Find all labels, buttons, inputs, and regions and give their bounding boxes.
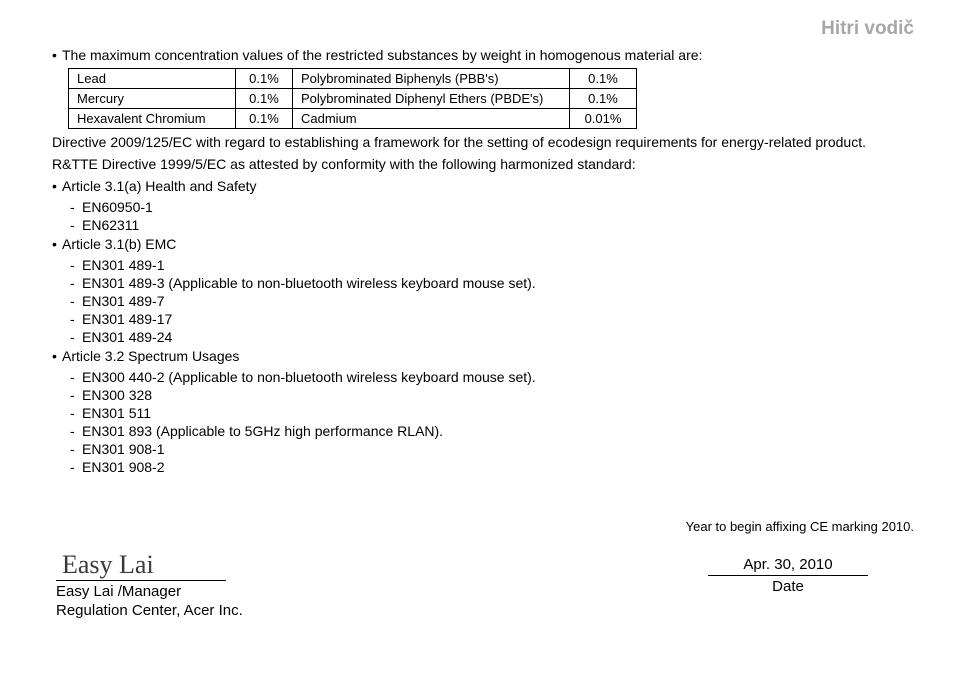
cell-name: Lead <box>69 69 236 89</box>
substances-table: Lead 0.1% Polybrominated Biphenyls (PBB'… <box>68 68 637 129</box>
signature-line <box>56 580 226 581</box>
cell-value: 0.1% <box>236 89 293 109</box>
standard-item: EN62311 <box>82 217 914 233</box>
cell-name: Hexavalent Chromium <box>69 109 236 129</box>
signature-script: Easy Lai <box>56 552 456 578</box>
section-title: Article 3.1(b) EMC <box>62 235 914 253</box>
paragraph-rtte-directive: R&TTE Directive 1999/5/EC as attested by… <box>52 155 914 173</box>
cell-name: Polybrominated Diphenyl Ethers (PBDE's) <box>293 89 570 109</box>
table-row: Mercury 0.1% Polybrominated Diphenyl Eth… <box>69 89 637 109</box>
intro-bullet-text: The maximum concentration values of the … <box>62 46 914 64</box>
paragraph-directive-2009: Directive 2009/125/EC with regard to est… <box>52 133 914 151</box>
bullet-icon: • <box>52 46 62 64</box>
signatory-name: Easy Lai /Manager <box>56 583 456 600</box>
signatory-org: Regulation Center, Acer Inc. <box>56 602 456 619</box>
dash-icon: - <box>70 387 82 403</box>
cell-value: 0.1% <box>570 89 637 109</box>
cell-value: 0.1% <box>236 69 293 89</box>
standard-item: EN300 440-2 (Applicable to non-bluetooth… <box>82 369 914 385</box>
table-row: Hexavalent Chromium 0.1% Cadmium 0.01% <box>69 109 637 129</box>
dash-icon: - <box>70 257 82 273</box>
standard-item: EN301 489-3 (Applicable to non-bluetooth… <box>82 275 914 291</box>
signature-block: Easy Lai Easy Lai /Manager Regulation Ce… <box>56 552 456 619</box>
cell-name: Cadmium <box>293 109 570 129</box>
standard-item: EN300 328 <box>82 387 914 403</box>
cell-value: 0.1% <box>236 109 293 129</box>
date-line <box>708 575 868 576</box>
cell-value: 0.01% <box>570 109 637 129</box>
dash-icon: - <box>70 405 82 421</box>
standard-item: EN301 511 <box>82 405 914 421</box>
standard-item: EN301 489-7 <box>82 293 914 309</box>
section-title: Article 3.2 Spectrum Usages <box>62 347 914 365</box>
bullet-icon: • <box>52 177 62 195</box>
standard-item: EN301 489-1 <box>82 257 914 273</box>
dash-icon: - <box>70 311 82 327</box>
ce-marking-year: Year to begin affixing CE marking 2010. <box>686 519 914 534</box>
dash-icon: - <box>70 199 82 215</box>
standard-item: EN301 489-17 <box>82 311 914 327</box>
dash-icon: - <box>70 329 82 345</box>
dash-icon: - <box>70 441 82 457</box>
standard-item: EN301 489-24 <box>82 329 914 345</box>
standard-item: EN60950-1 <box>82 199 914 215</box>
bullet-icon: • <box>52 235 62 253</box>
standard-item: EN301 908-1 <box>82 441 914 457</box>
cell-name: Mercury <box>69 89 236 109</box>
date-label: Date <box>698 578 878 595</box>
page-header: Hitri vodič <box>40 18 914 40</box>
standard-item: EN301 908-2 <box>82 459 914 475</box>
section-title: Article 3.1(a) Health and Safety <box>62 177 914 195</box>
dash-icon: - <box>70 423 82 439</box>
dash-icon: - <box>70 217 82 233</box>
dash-icon: - <box>70 369 82 385</box>
bullet-icon: • <box>52 347 62 365</box>
dash-icon: - <box>70 293 82 309</box>
dash-icon: - <box>70 275 82 291</box>
date-value: Apr. 30, 2010 <box>698 556 878 575</box>
table-row: Lead 0.1% Polybrominated Biphenyls (PBB'… <box>69 69 637 89</box>
dash-icon: - <box>70 459 82 475</box>
cell-value: 0.1% <box>570 69 637 89</box>
standard-item: EN301 893 (Applicable to 5GHz high perfo… <box>82 423 914 439</box>
date-block: Apr. 30, 2010 Date <box>698 556 878 595</box>
cell-name: Polybrominated Biphenyls (PBB's) <box>293 69 570 89</box>
